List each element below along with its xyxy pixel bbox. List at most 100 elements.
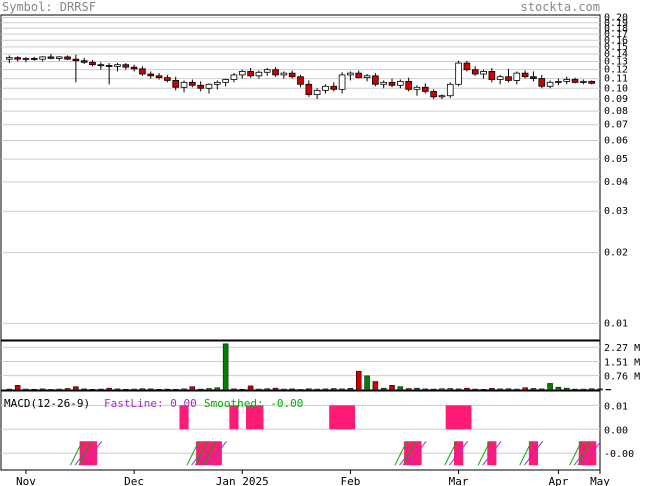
volume-bar xyxy=(331,388,337,391)
macd-panel xyxy=(0,390,601,471)
price-tick-label: 0.06 xyxy=(604,135,628,146)
volume-bar xyxy=(123,388,129,391)
candle-body xyxy=(421,86,429,92)
volume-bar xyxy=(172,388,179,391)
price-tick-label: 0.12 xyxy=(604,65,628,76)
price-tick-label: 0.07 xyxy=(604,120,628,131)
candle-body xyxy=(147,73,155,77)
volume-bar xyxy=(314,388,320,391)
volume-bar xyxy=(397,386,404,391)
volume-bar xyxy=(555,386,562,391)
volume-bar xyxy=(306,388,312,391)
candle-body xyxy=(372,75,379,85)
fast-line-segment xyxy=(449,440,469,466)
volume-bar xyxy=(430,388,437,391)
volume-bar xyxy=(264,388,270,391)
site-name: stockta.com xyxy=(520,0,600,14)
macd-bar xyxy=(445,405,455,430)
smooth-line-segment xyxy=(394,441,408,466)
candle-body xyxy=(238,70,246,76)
volume-bar xyxy=(73,386,79,391)
volume-bar xyxy=(347,388,354,391)
volume-bar xyxy=(231,388,237,391)
volume-bar xyxy=(56,388,62,391)
price-tick-label: 0.15 xyxy=(604,42,628,53)
candle-body xyxy=(164,77,171,81)
candle-body xyxy=(263,69,271,73)
volume-bar xyxy=(405,388,412,391)
price-tick-label: 0.05 xyxy=(604,154,628,165)
volume-bar xyxy=(539,388,545,391)
smooth-line-segment xyxy=(194,441,208,466)
candle-body xyxy=(463,62,471,71)
volume-tick-label: 0.76 M xyxy=(604,372,640,383)
volume-bar xyxy=(364,375,370,391)
price-tick-label: 0.20 xyxy=(604,13,628,24)
volume-bar xyxy=(89,388,96,391)
x-tick-label: Apr xyxy=(548,475,568,486)
macd-bar xyxy=(337,405,347,430)
volume-bar xyxy=(414,387,420,391)
fast-line-segment xyxy=(82,440,103,466)
candle-body xyxy=(39,56,46,60)
volume-bar xyxy=(39,388,46,391)
volume-bar xyxy=(597,388,603,391)
volume-bar xyxy=(389,385,395,391)
candle-body xyxy=(555,80,562,83)
candle-body xyxy=(255,71,263,77)
candle-body xyxy=(496,76,504,80)
volume-bar xyxy=(580,388,587,391)
candle-body xyxy=(105,65,113,67)
candle-body xyxy=(388,81,396,86)
candle-body xyxy=(47,56,55,59)
candle-body xyxy=(530,76,537,79)
volume-bar xyxy=(439,388,445,391)
candle-body xyxy=(64,56,71,60)
smooth-line-segment xyxy=(569,441,582,466)
fast-line-segment xyxy=(207,440,227,466)
volume-bar xyxy=(464,387,470,391)
volume-bar xyxy=(239,388,246,391)
candle-body xyxy=(72,58,80,62)
x-tick-label: Jan 2025 xyxy=(216,475,269,486)
candle-body xyxy=(288,72,296,78)
smooth-line-segment xyxy=(70,441,83,466)
x-tick-label: Dec xyxy=(124,475,144,486)
candle-body xyxy=(480,70,487,75)
price-tick-label: 0.14 xyxy=(604,49,628,60)
candle-body xyxy=(114,64,121,67)
price-tick-label: 0.11 xyxy=(604,74,628,85)
volume-bar xyxy=(222,343,229,391)
volume-bar xyxy=(106,387,112,391)
volume-bar xyxy=(297,389,304,391)
volume-bar xyxy=(148,388,154,391)
volume-bar xyxy=(514,388,520,391)
volume-bar xyxy=(572,388,578,391)
candle-body xyxy=(313,89,321,96)
candle-body xyxy=(130,66,138,70)
smoothed-label: Smoothed: -0.00 xyxy=(204,397,303,410)
volume-bar xyxy=(214,387,221,391)
candle-body xyxy=(380,81,388,85)
volume-bar xyxy=(206,388,212,391)
candle-body xyxy=(438,95,446,98)
smooth-line-segment xyxy=(402,441,416,466)
candle-body xyxy=(322,85,329,91)
volume-tick-label: 1.51 M xyxy=(604,358,640,369)
volume-bar xyxy=(256,388,262,391)
volume-bar xyxy=(281,388,287,391)
fast-line-segment xyxy=(523,440,543,466)
volume-bar xyxy=(530,388,537,391)
volume-bar xyxy=(322,388,329,391)
price-tick-label: 0.09 xyxy=(604,94,628,105)
smooth-line-segment xyxy=(78,441,92,466)
volume-bar xyxy=(455,388,462,391)
volume-bar xyxy=(547,383,553,391)
smooth-line-segment xyxy=(519,441,533,466)
candle-body xyxy=(155,75,163,79)
macd-bar xyxy=(254,405,264,430)
volume-bar xyxy=(197,388,204,391)
candle-body xyxy=(222,79,229,83)
volume-bar xyxy=(247,385,254,391)
